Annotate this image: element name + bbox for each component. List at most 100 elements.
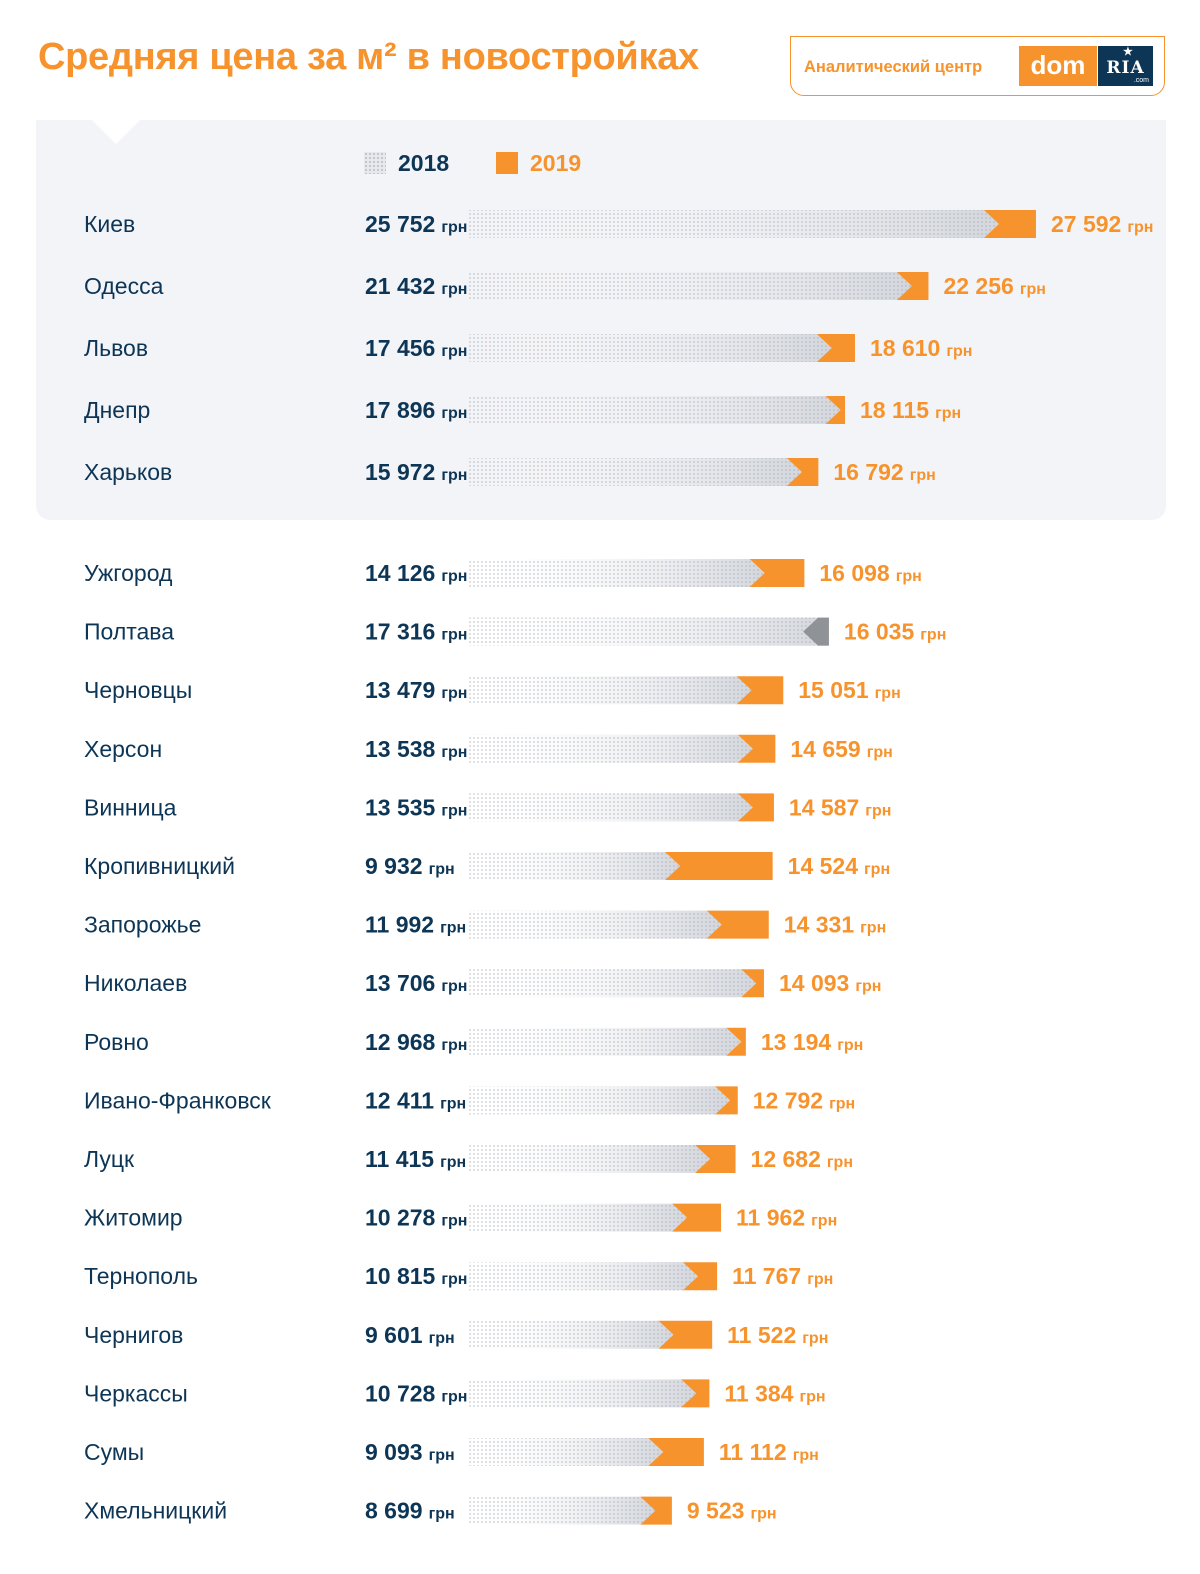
value-2019-label: 16 035 грн: [844, 619, 946, 645]
city-label: Черкассы: [84, 1380, 188, 1406]
bar-2019: [896, 272, 929, 300]
city-label: Ровно: [84, 1029, 149, 1055]
value-2018-label: 17 456 грн: [365, 335, 467, 361]
bar-2019: [695, 1145, 736, 1173]
city-label: Кропивницкий: [84, 853, 235, 879]
value-2019-label: 18 610 грн: [870, 335, 972, 361]
city-label: Винница: [84, 794, 177, 820]
city-label: Полтава: [84, 619, 174, 645]
value-2019-label: 11 522 грн: [727, 1322, 828, 1348]
value-2018-label: 17 316 грн: [365, 619, 467, 645]
city-label: Черновцы: [84, 677, 192, 703]
bar-2018-texture: [468, 559, 765, 587]
ria-logo-text: RIA: [1106, 58, 1145, 78]
value-2018-label: 10 815 грн: [365, 1263, 467, 1289]
bar-2019: [665, 852, 773, 880]
bar-2019: [737, 734, 776, 763]
city-label: Киев: [84, 211, 135, 237]
city-label: Харьков: [84, 459, 172, 485]
bar-2018-texture: [468, 1496, 656, 1525]
city-label: Одесса: [84, 273, 164, 299]
city-label: Львов: [84, 335, 148, 361]
value-2019-label: 12 792 грн: [753, 1087, 855, 1113]
panel-notch: [92, 120, 140, 144]
bar-2018-texture: [468, 910, 722, 939]
city-label: Хмельницкий: [84, 1498, 227, 1524]
bar-2019: [816, 334, 855, 362]
bar-2018-texture: [468, 734, 753, 763]
bar-2019: [672, 1203, 722, 1232]
city-label: Николаев: [84, 970, 187, 996]
ria-logo-mark: ★ RIA .com: [1098, 46, 1153, 86]
city-label: Днепр: [84, 397, 150, 423]
value-2019-label: 27 592 грн: [1051, 211, 1153, 237]
value-2018-label: 11 415 грн: [365, 1146, 466, 1172]
legend-swatch-2019: [496, 152, 518, 174]
value-2019-label: 11 112 грн: [719, 1439, 819, 1465]
bar-2018-texture: [468, 852, 681, 880]
value-2019-label: 9 523 грн: [687, 1498, 777, 1524]
bar-2018-texture: [468, 1320, 674, 1349]
bar-2019: [736, 676, 784, 705]
bar-2018-texture: [468, 1379, 697, 1408]
value-2018-label: 12 411 грн: [365, 1087, 466, 1113]
value-2018-label: 9 093 грн: [365, 1439, 455, 1465]
value-2018-label: 13 479 грн: [365, 677, 467, 703]
value-2019-label: 14 659 грн: [790, 736, 892, 762]
bar-2019: [658, 1320, 713, 1349]
city-label: Херсон: [84, 736, 162, 762]
bar-2019: [726, 1027, 746, 1056]
bar-decrease: [803, 617, 829, 646]
dom-logo-mark: dom: [1019, 46, 1097, 86]
top-cities-panel: [36, 120, 1166, 520]
value-2019-label: 15 051 грн: [798, 677, 900, 703]
bar-2018-texture: [468, 272, 912, 300]
value-2019-label: 11 767 грн: [732, 1263, 833, 1289]
bar-2019: [786, 458, 819, 486]
value-2019-label: 11 384 грн: [724, 1380, 825, 1406]
value-2018-label: 21 432 грн: [365, 273, 467, 299]
value-2018-label: 9 932 грн: [365, 853, 455, 879]
city-label: Тернополь: [84, 1263, 198, 1289]
bar-2018-texture: [468, 1145, 711, 1173]
bar-2018-texture: [468, 676, 752, 705]
value-2018-label: 17 896 грн: [365, 397, 467, 423]
value-2019-label: 16 098 грн: [819, 560, 921, 586]
bar-2018-texture: [468, 969, 757, 998]
bar-2019: [681, 1379, 710, 1408]
city-label: Луцк: [84, 1146, 135, 1172]
bar-2018-texture: [468, 1027, 742, 1056]
value-2019-label: 14 331 грн: [784, 912, 886, 938]
bar-2018-texture: [468, 458, 802, 486]
value-2018-label: 9 601 грн: [365, 1322, 455, 1348]
bar-2018-texture: [468, 334, 832, 362]
page-title: Средняя цена за м² в новостройках: [38, 36, 699, 78]
value-2019-label: 14 524 грн: [788, 853, 890, 879]
value-2019-label: 12 682 грн: [751, 1146, 853, 1172]
ria-logo-domain: .com: [1133, 77, 1149, 84]
value-2018-label: 15 972 грн: [365, 459, 467, 485]
value-2018-label: 13 538 грн: [365, 736, 467, 762]
bar-2019: [741, 969, 764, 998]
bar-2019: [715, 1086, 738, 1115]
bar-2019: [706, 910, 769, 939]
legend-label-2019: 2019: [530, 150, 582, 176]
bar-2019: [749, 559, 805, 587]
bar-2019: [640, 1496, 672, 1525]
value-2019-label: 22 256 грн: [943, 273, 1045, 299]
value-2019-label: 13 194 грн: [761, 1029, 863, 1055]
value-2019-label: 18 115 грн: [860, 397, 961, 423]
value-2019-label: 14 587 грн: [789, 794, 891, 820]
bar-2019: [983, 210, 1036, 238]
analytics-center-logo[interactable]: Аналитический центр dom ★ RIA .com: [790, 36, 1165, 96]
logo-text: Аналитический центр: [804, 58, 983, 76]
bar-2019: [648, 1438, 704, 1466]
bar-2018-texture: [468, 617, 829, 646]
value-2018-label: 13 706 грн: [365, 970, 467, 996]
bar-2019: [825, 396, 846, 424]
city-label: Житомир: [84, 1205, 183, 1231]
value-2019-label: 11 962 грн: [736, 1205, 837, 1231]
bar-2018-texture: [468, 793, 753, 822]
legend-label-2018: 2018: [398, 150, 450, 176]
city-label: Чернигов: [84, 1322, 183, 1348]
